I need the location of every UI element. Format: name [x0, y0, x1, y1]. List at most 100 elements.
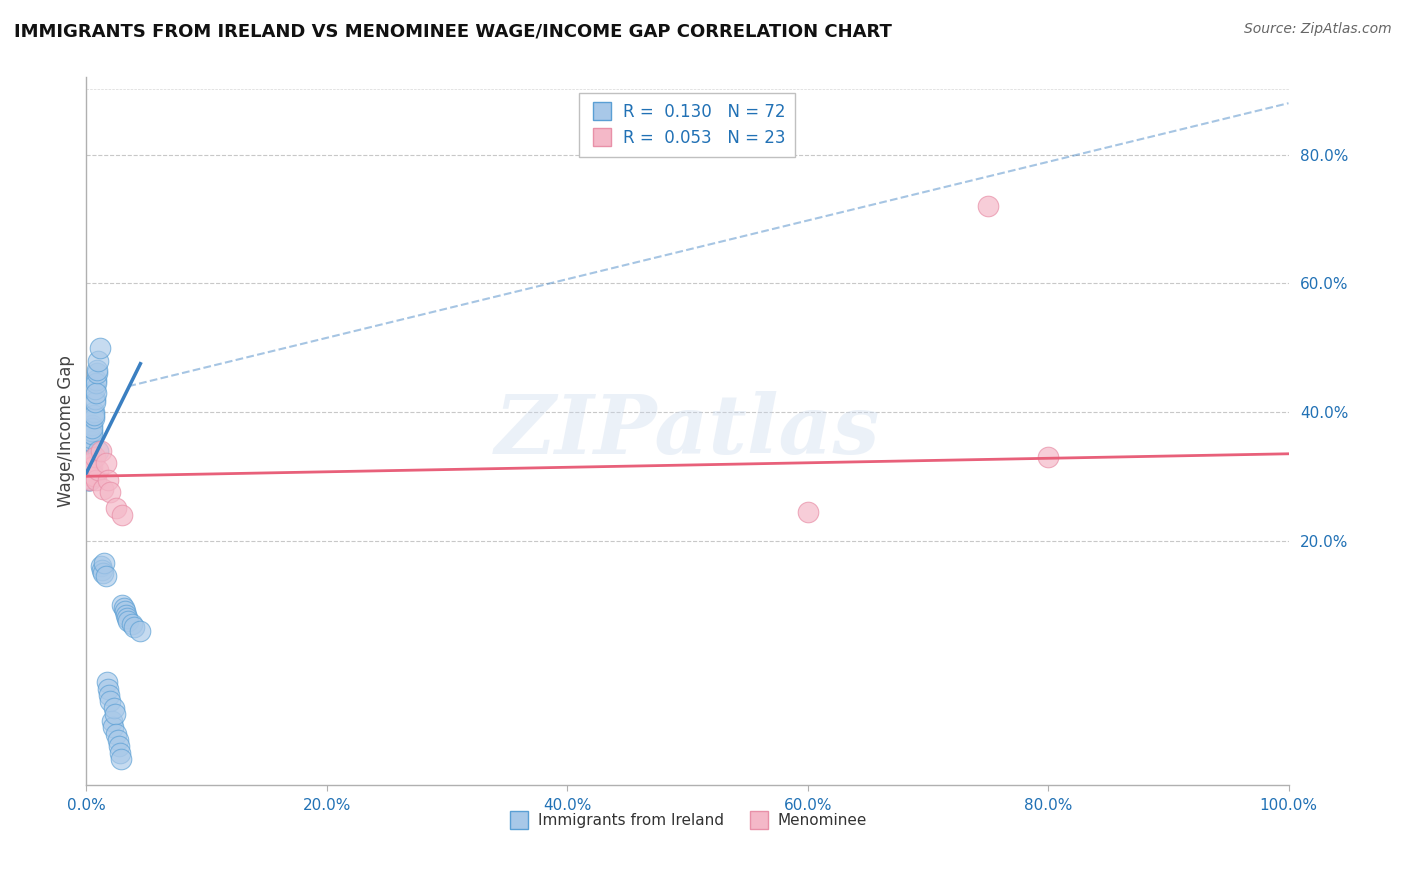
- Point: [90, 559, 112, 574]
- Point: [91, 566, 114, 580]
- Point: [76, 470, 98, 484]
- Point: [114, 604, 136, 618]
- Point: [115, 611, 138, 625]
- Point: [86, 367, 108, 381]
- Point: [89, 341, 111, 355]
- Point: [977, 199, 1000, 213]
- Point: [83, 450, 105, 464]
- Point: [97, 473, 120, 487]
- Point: [80, 453, 103, 467]
- Point: [115, 607, 138, 622]
- Point: [84, 473, 107, 487]
- Point: [94, 569, 117, 583]
- Point: [87, 463, 110, 477]
- Point: [90, 563, 112, 577]
- Point: [77, 461, 100, 475]
- Point: [82, 421, 104, 435]
- Point: [129, 624, 152, 638]
- Point: [112, 601, 135, 615]
- Point: [84, 376, 107, 390]
- Point: [103, 701, 125, 715]
- Point: [86, 363, 108, 377]
- Point: [98, 694, 121, 708]
- Point: [110, 752, 132, 766]
- Point: [105, 501, 128, 516]
- Point: [111, 598, 134, 612]
- Point: [76, 466, 98, 480]
- Point: [87, 443, 110, 458]
- Legend: Immigrants from Ireland, Menominee: Immigrants from Ireland, Menominee: [502, 807, 873, 834]
- Point: [77, 473, 100, 487]
- Point: [80, 463, 103, 477]
- Point: [79, 459, 101, 474]
- Point: [77, 464, 100, 478]
- Point: [84, 373, 107, 387]
- Text: IMMIGRANTS FROM IRELAND VS MENOMINEE WAGE/INCOME GAP CORRELATION CHART: IMMIGRANTS FROM IRELAND VS MENOMINEE WAG…: [14, 22, 891, 40]
- Point: [796, 505, 818, 519]
- Point: [83, 405, 105, 419]
- Point: [76, 466, 98, 480]
- Y-axis label: Wage/Income Gap: Wage/Income Gap: [58, 355, 75, 508]
- Point: [76, 459, 98, 474]
- Point: [77, 463, 100, 477]
- Point: [104, 707, 127, 722]
- Point: [77, 470, 100, 484]
- Point: [79, 468, 101, 483]
- Point: [98, 688, 121, 702]
- Point: [124, 620, 146, 634]
- Point: [83, 408, 105, 422]
- Point: [84, 385, 107, 400]
- Point: [97, 681, 120, 696]
- Point: [121, 617, 143, 632]
- Point: [101, 720, 124, 734]
- Point: [83, 383, 105, 397]
- Point: [108, 746, 131, 760]
- Point: [77, 463, 100, 477]
- Point: [79, 468, 101, 483]
- Point: [83, 395, 105, 409]
- Point: [83, 392, 105, 406]
- Point: [80, 457, 103, 471]
- Point: [77, 468, 100, 483]
- Point: [80, 434, 103, 448]
- Point: [77, 464, 100, 478]
- Point: [107, 739, 129, 754]
- Point: [79, 466, 101, 480]
- Point: [77, 466, 100, 480]
- Point: [117, 614, 139, 628]
- Point: [111, 508, 134, 522]
- Point: [105, 726, 128, 740]
- Point: [79, 464, 101, 478]
- Point: [90, 443, 112, 458]
- Text: Source: ZipAtlas.com: Source: ZipAtlas.com: [1244, 22, 1392, 37]
- Point: [76, 473, 98, 487]
- Point: [83, 411, 105, 425]
- Point: [1036, 450, 1059, 464]
- Point: [82, 424, 104, 438]
- Point: [76, 469, 98, 483]
- Point: [107, 733, 129, 747]
- Point: [80, 431, 103, 445]
- Point: [98, 485, 121, 500]
- Point: [79, 466, 101, 480]
- Point: [82, 427, 104, 442]
- Point: [79, 470, 101, 484]
- Point: [80, 443, 103, 458]
- Point: [96, 675, 118, 690]
- Point: [76, 463, 98, 477]
- Point: [79, 473, 101, 487]
- Point: [77, 469, 100, 483]
- Point: [82, 417, 104, 432]
- Point: [82, 459, 104, 474]
- Text: ZIPatlas: ZIPatlas: [495, 392, 880, 471]
- Point: [76, 459, 98, 474]
- Point: [100, 714, 122, 728]
- Point: [94, 457, 117, 471]
- Point: [91, 482, 114, 496]
- Point: [87, 353, 110, 368]
- Point: [93, 556, 115, 570]
- Point: [77, 468, 100, 483]
- Point: [83, 469, 105, 483]
- Point: [77, 473, 100, 487]
- Point: [79, 473, 101, 487]
